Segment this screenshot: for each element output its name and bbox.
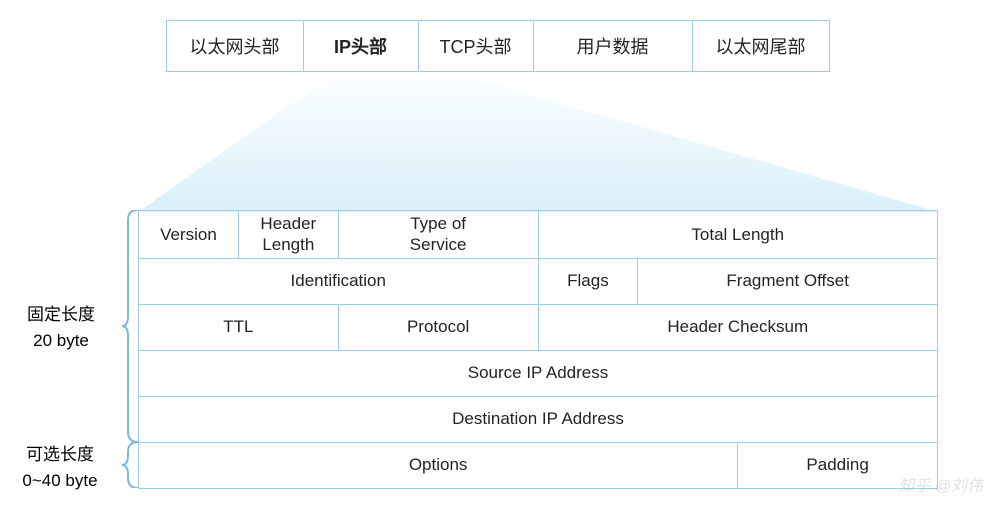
label-optional-line1: 可选长度 <box>10 442 110 468</box>
ip-cell-1-0: Identification <box>139 258 539 304</box>
label-optional-length: 可选长度 0~40 byte <box>10 442 110 493</box>
ip-cell-5-0: Options <box>139 442 738 488</box>
brace-optional <box>108 442 138 488</box>
ip-cell-0-0: Version <box>139 211 239 259</box>
zoom-trapezoid <box>0 72 995 212</box>
packet-cell-0: 以太网头部 <box>166 20 304 72</box>
ip-cell-0-3: Total Length <box>538 211 938 259</box>
packet-cell-1: IP头部 <box>303 20 419 72</box>
label-optional-line2: 0~40 byte <box>10 468 110 494</box>
ip-cell-3-0: Source IP Address <box>139 350 938 396</box>
ip-row-3: Source IP Address <box>139 350 938 396</box>
ip-cell-4-0: Destination IP Address <box>139 396 938 442</box>
packet-row: 以太网头部IP头部TCP头部用户数据以太网尾部 <box>166 20 830 72</box>
ip-row-4: Destination IP Address <box>139 396 938 442</box>
label-fixed-line1: 固定长度 <box>16 302 106 328</box>
packet-cell-2: TCP头部 <box>418 20 534 72</box>
ip-cell-2-2: Header Checksum <box>538 304 938 350</box>
ip-header-table: VersionHeaderLengthType ofServiceTotal L… <box>138 210 938 489</box>
ip-cell-2-0: TTL <box>139 304 339 350</box>
label-fixed-length: 固定长度 20 byte <box>16 302 106 353</box>
ip-cell-1-1: Flags <box>538 258 638 304</box>
brace-fixed <box>108 210 138 442</box>
ip-row-2: TTLProtocolHeader Checksum <box>139 304 938 350</box>
ip-row-0: VersionHeaderLengthType ofServiceTotal L… <box>139 211 938 259</box>
packet-cell-3: 用户数据 <box>533 20 693 72</box>
ip-cell-1-2: Fragment Offset <box>638 258 938 304</box>
ip-cell-2-1: Protocol <box>338 304 538 350</box>
ip-cell-0-1: HeaderLength <box>238 211 338 259</box>
ip-row-5: OptionsPadding <box>139 442 938 488</box>
ip-header-table-wrap: VersionHeaderLengthType ofServiceTotal L… <box>138 210 938 489</box>
ip-row-1: IdentificationFlagsFragment Offset <box>139 258 938 304</box>
ip-cell-0-2: Type ofService <box>338 211 538 259</box>
label-fixed-line2: 20 byte <box>16 328 106 354</box>
watermark: 知乎 @刘伟 <box>898 472 983 496</box>
packet-cell-4: 以太网尾部 <box>692 20 830 72</box>
